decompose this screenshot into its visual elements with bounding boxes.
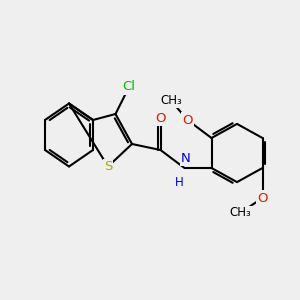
Text: S: S: [104, 160, 112, 173]
Text: N: N: [181, 152, 191, 165]
Text: O: O: [257, 191, 268, 205]
Text: CH₃: CH₃: [160, 94, 182, 107]
Text: CH₃: CH₃: [229, 206, 251, 220]
Text: O: O: [182, 113, 193, 127]
Text: Cl: Cl: [122, 80, 136, 94]
Text: H: H: [175, 176, 184, 189]
Text: O: O: [155, 112, 166, 125]
